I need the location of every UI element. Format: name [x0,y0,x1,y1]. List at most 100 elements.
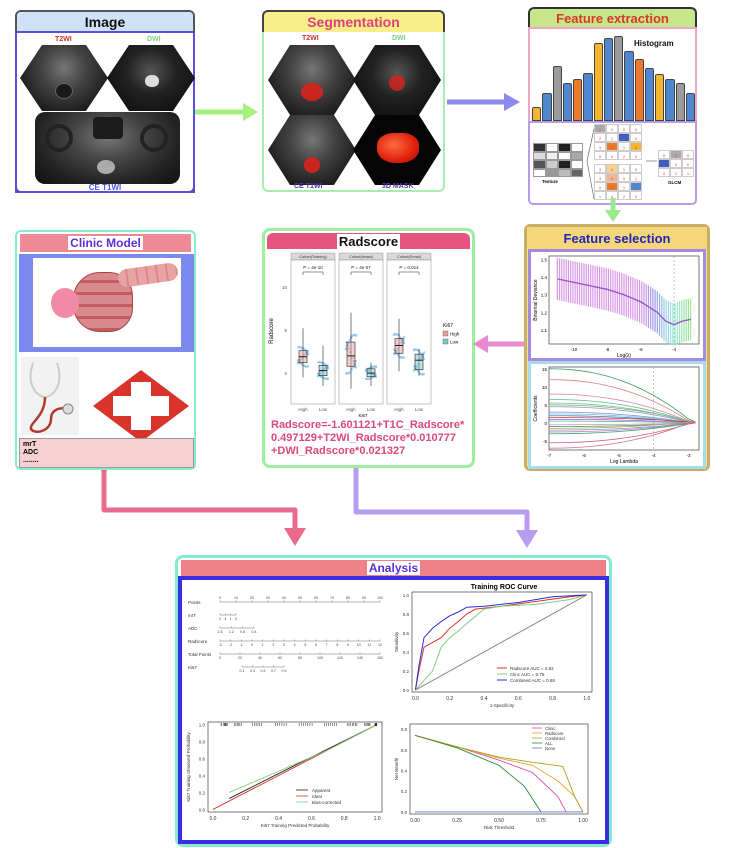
svg-text:-2: -2 [229,643,232,647]
seg-dwi-label: DWI [392,35,406,42]
svg-text:0.6: 0.6 [403,631,410,636]
svg-text:None: None [545,746,556,751]
matrix-cell: 1 [594,191,606,200]
t2wi-label: T2WI [55,36,72,43]
feature-extraction-header: Feature extraction [528,7,697,27]
lasso-cv-box: 1.1 1.2 1.3 1.4 1.5 -10 -8 -6 -4 Log(λ) Binomial D… [528,249,706,361]
svg-text:0.0: 0.0 [412,696,419,702]
image-panel: Image T2WI DWI CE T1WI [15,10,195,193]
svg-text:1-Specificity: 1-Specificity [490,703,515,708]
svg-text:0: 0 [284,371,287,376]
svg-text:0.75: 0.75 [536,818,546,824]
histogram-bar [655,74,665,121]
svg-text:mrT: mrT [188,613,196,618]
clinic-feature-more: ........ [23,457,39,464]
segmentation-panel: Segmentation T2WI DWI CE T1WI 3D MASK [262,10,445,192]
svg-text:Radscore: Radscore [269,318,275,344]
formula-line-3: +DWI_Radscore*0.021327 [271,445,406,457]
matrix-cell: 3 [594,173,606,182]
svg-text:High: High [450,332,460,337]
histogram-label: Histogram [634,39,674,48]
svg-text:Log Lambda: Log Lambda [610,459,638,465]
svg-text:-6: -6 [639,347,643,352]
svg-text:Bias-corrected: Bias-corrected [312,800,342,805]
svg-text:11: 11 [367,643,371,647]
radscore-boxplot-chart: Radscore 0 5 10 Cohort(Training) P = 4e-10 Hig… [269,252,460,418]
svg-text:80: 80 [298,656,302,660]
svg-text:1.00: 1.00 [578,818,588,824]
svg-text:10: 10 [234,596,238,600]
decision-curve-chart: 0.00 0.25 0.50 0.75 1.00 0.0 0.2 0.4 0.6 0.8 Risk … [394,723,589,830]
svg-text:2: 2 [219,617,221,621]
clinic-feature-adc: ADC [23,449,39,456]
svg-text:40: 40 [282,596,286,600]
histogram-bar [634,59,644,121]
svg-text:0.0: 0.0 [403,688,410,693]
colon-illustration [19,254,194,352]
svg-text:Clinc AUC = 0.75: Clinc AUC = 0.75 [510,672,545,677]
dwi-label: DWI [147,36,161,43]
analysis-panel: Analysis Points 0 10 20 30 40 50 60 70 80 90 100 mrT… [175,555,612,847]
svg-text:8: 8 [336,643,338,647]
histogram-bar [593,43,603,121]
svg-text:10: 10 [542,385,548,390]
svg-text:Radscore: Radscore [188,639,208,644]
matrix-cell: 1 [618,142,630,151]
svg-text:Log(λ): Log(λ) [617,353,632,358]
matrix-cell: 0 [606,173,618,182]
svg-text:10: 10 [282,285,288,290]
feature-extraction-title: Feature extraction [556,10,669,26]
svg-text:Net Benefit: Net Benefit [394,757,399,780]
svg-text:5: 5 [284,328,287,333]
svg-text:1: 1 [230,617,232,621]
matrix-cell: 0 [594,182,606,191]
svg-text:2: 2 [272,643,274,647]
svg-text:0.2: 0.2 [403,669,410,674]
svg-text:1.0: 1.0 [583,696,590,702]
analysis-header: Analysis [181,560,606,576]
matrix-cell: 0 [594,151,606,160]
svg-text:Training ROC Curve: Training ROC Curve [471,584,538,591]
matrix-cell: 0 [606,182,618,191]
histogram-bar [685,93,695,121]
matrix-cell: 2 [670,168,682,177]
svg-text:0: 0 [219,656,221,660]
svg-text:0.8: 0.8 [341,816,348,822]
analysis-title: Analysis [366,561,421,575]
formula-line-2: 0.497129+T2WI_Radscore*0.010777 [271,432,456,444]
radscore-title: Radscore [336,233,401,249]
svg-text:4: 4 [294,643,296,647]
svg-text:6: 6 [315,643,317,647]
svg-text:0.0: 0.0 [401,810,408,815]
svg-text:0.3: 0.3 [250,669,255,673]
svg-text:0.4: 0.4 [252,630,257,634]
svg-text:0.8: 0.8 [403,612,410,617]
svg-text:0.7: 0.7 [271,669,276,673]
radscore-formula: Radscore=-1.601121+T1C_Radscore* 0.49712… [271,419,464,458]
svg-text:60: 60 [314,596,318,600]
svg-text:0: 0 [219,596,221,600]
histogram-bars [532,33,695,121]
histogram-bar [644,68,654,121]
svg-text:120: 120 [337,656,343,660]
svg-text:Total Points: Total Points [188,652,212,657]
svg-text:-3: -3 [687,453,691,458]
matrix-cell: 1 [618,133,630,142]
matrix-cell: 1 [658,159,670,168]
svg-text:20: 20 [250,596,254,600]
svg-text:1.3: 1.3 [541,293,548,298]
svg-text:1.2: 1.2 [229,630,234,634]
svg-text:20: 20 [238,656,242,660]
svg-text:Clinic: Clinic [545,726,556,731]
arrow-segmentation-to-extraction [447,93,520,111]
svg-text:0.8: 0.8 [240,630,245,634]
svg-text:1.5: 1.5 [541,258,548,263]
matrix-cell: 1 [618,182,630,191]
svg-text:0.2: 0.2 [401,789,408,794]
svg-text:High: High [394,407,404,412]
matrix-cell: 0 [670,159,682,168]
svg-text:Low: Low [367,407,376,412]
svg-text:-1: -1 [240,643,243,647]
svg-text:Risk Threshold: Risk Threshold [484,825,514,830]
